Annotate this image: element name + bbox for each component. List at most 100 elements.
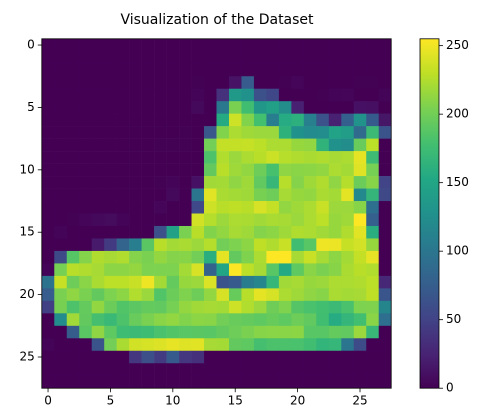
heatmap-cell — [254, 251, 267, 264]
heatmap-cell — [154, 176, 167, 189]
heatmap-cell — [54, 263, 67, 276]
heatmap-cell — [42, 51, 55, 64]
heatmap-cell — [142, 313, 155, 326]
heatmap-cell — [279, 251, 292, 264]
heatmap-cell — [79, 251, 92, 264]
heatmap-cell — [341, 176, 354, 189]
heatmap-cell — [366, 76, 379, 89]
heatmap-cell — [192, 276, 205, 289]
heatmap-cell — [142, 351, 155, 364]
heatmap-cell — [117, 151, 130, 164]
heatmap-cell — [366, 114, 379, 127]
y-tick-label: 5 — [27, 100, 35, 114]
heatmap-cell — [354, 176, 367, 189]
colorbar-tick-label: 100 — [446, 244, 469, 258]
heatmap-cell — [154, 226, 167, 239]
heatmap-cell — [329, 176, 342, 189]
heatmap-cell — [304, 313, 317, 326]
heatmap-cell — [92, 89, 105, 102]
heatmap-cell — [129, 338, 142, 351]
heatmap-cell — [329, 126, 342, 139]
heatmap-cell — [254, 351, 267, 364]
heatmap-cell — [54, 64, 67, 77]
heatmap-cell — [279, 226, 292, 239]
heatmap-cell — [217, 89, 230, 102]
heatmap-cell — [366, 214, 379, 227]
heatmap-cell — [167, 101, 180, 114]
heatmap-cell — [329, 326, 342, 339]
heatmap-cell — [217, 189, 230, 202]
heatmap-cell — [54, 276, 67, 289]
heatmap-cell — [42, 76, 55, 89]
heatmap-cell — [54, 313, 67, 326]
heatmap-cell — [379, 189, 392, 202]
heatmap-cell — [117, 288, 130, 301]
heatmap-cell — [254, 89, 267, 102]
heatmap-cell — [79, 214, 92, 227]
heatmap-cell — [229, 288, 242, 301]
heatmap-cell — [104, 101, 117, 114]
heatmap-cell — [67, 64, 80, 77]
heatmap-cell — [217, 164, 230, 177]
heatmap-cell — [279, 288, 292, 301]
heatmap-cell — [54, 351, 67, 364]
heatmap-cell — [254, 114, 267, 127]
heatmap-cell — [304, 288, 317, 301]
heatmap-cell — [254, 164, 267, 177]
heatmap-cell — [67, 288, 80, 301]
heatmap-cell — [192, 326, 205, 339]
heatmap-cell — [366, 101, 379, 114]
heatmap-cell — [229, 238, 242, 251]
heatmap-cell — [379, 276, 392, 289]
heatmap-cell — [154, 76, 167, 89]
heatmap-cell — [217, 301, 230, 314]
heatmap-cell — [329, 101, 342, 114]
heatmap-cell — [42, 114, 55, 127]
heatmap-cell — [304, 151, 317, 164]
y-tick-label: 0 — [27, 38, 35, 52]
heatmap-cell — [192, 301, 205, 314]
heatmap-cell — [279, 39, 292, 52]
heatmap-cell — [229, 338, 242, 351]
heatmap-cell — [229, 214, 242, 227]
heatmap-cell — [266, 313, 279, 326]
heatmap-cell — [192, 189, 205, 202]
heatmap-cell — [142, 376, 155, 389]
heatmap-cell — [229, 64, 242, 77]
heatmap-cell — [366, 164, 379, 177]
heatmap-cell — [129, 276, 142, 289]
heatmap-cell — [254, 313, 267, 326]
x-tick-label: 15 — [228, 394, 243, 408]
heatmap-cell — [304, 301, 317, 314]
heatmap-cell — [154, 51, 167, 64]
heatmap-cell — [254, 226, 267, 239]
x-tick-label: 20 — [290, 394, 305, 408]
heatmap-cell — [329, 39, 342, 52]
heatmap-cell — [167, 288, 180, 301]
heatmap-cell — [92, 251, 105, 264]
heatmap-cell — [316, 64, 329, 77]
heatmap-cell — [279, 89, 292, 102]
heatmap-cell — [129, 201, 142, 214]
heatmap-cell — [179, 214, 192, 227]
heatmap-cell — [304, 126, 317, 139]
heatmap-cell — [192, 376, 205, 389]
heatmap-cell — [217, 288, 230, 301]
heatmap-cell — [167, 226, 180, 239]
heatmap-cell — [67, 189, 80, 202]
heatmap-cell — [167, 351, 180, 364]
heatmap-cell — [192, 214, 205, 227]
heatmap-cell — [229, 301, 242, 314]
heatmap-cell — [204, 238, 217, 251]
heatmap-cell — [316, 176, 329, 189]
heatmap-cell — [167, 126, 180, 139]
heatmap-cell — [67, 263, 80, 276]
heatmap-cell — [354, 326, 367, 339]
heatmap-cell — [92, 376, 105, 389]
heatmap-cell — [329, 226, 342, 239]
heatmap-cell — [379, 226, 392, 239]
heatmap-cell — [67, 139, 80, 152]
heatmap-cell — [67, 301, 80, 314]
heatmap-cell — [291, 214, 304, 227]
heatmap-cell — [129, 176, 142, 189]
